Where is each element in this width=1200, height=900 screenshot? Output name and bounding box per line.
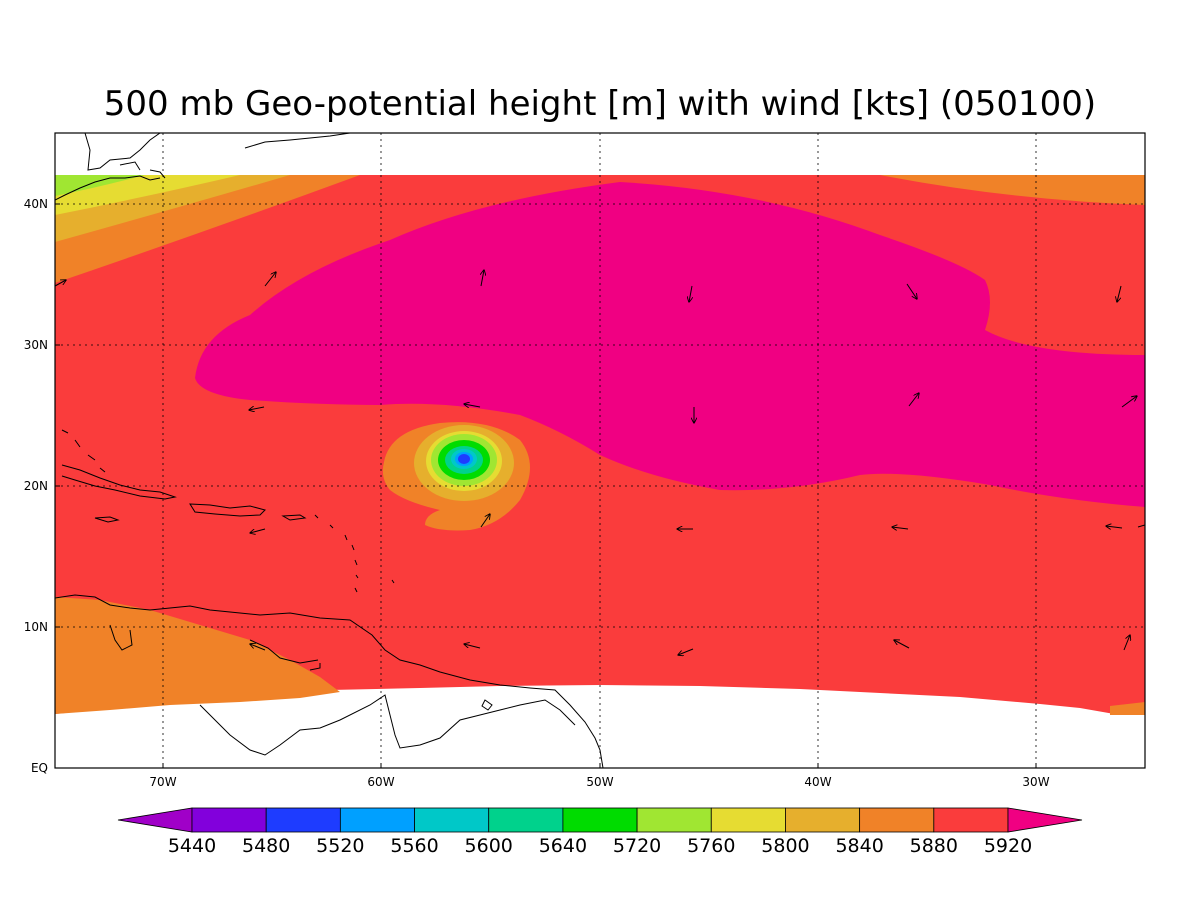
contour-5720	[55, 175, 145, 196]
lon-label-70w: 70W	[149, 775, 176, 789]
tick-marks	[55, 203, 1037, 768]
colorbar-label: 5840	[835, 835, 883, 857]
colorbar-label: 5800	[761, 835, 809, 857]
wind-arrow	[1106, 526, 1123, 528]
contour-5840-sw	[55, 597, 340, 714]
colorbar-swatch	[191, 807, 267, 833]
colorbar-label: 5440	[168, 835, 216, 857]
colorbar-swatch	[859, 807, 935, 833]
colorbar: 5440 5480 5520 5560 5600 5640 5720 5760 5800 5840…	[117, 807, 1083, 857]
colorbar-label: 5480	[242, 835, 290, 857]
coastline-hispaniola	[189, 503, 266, 517]
wind-arrow	[1137, 524, 1146, 528]
wind-arrow	[250, 528, 266, 533]
wind-arrow	[1117, 285, 1122, 302]
colorbar-label: 5880	[910, 835, 958, 857]
wind-arrow	[1121, 396, 1137, 408]
map-title: 500 mb Geo-potential height [m] with win…	[104, 84, 1096, 124]
wind-arrow	[906, 283, 917, 299]
wind-arrow	[892, 527, 909, 529]
wind-arrow	[480, 514, 490, 528]
lat-label-30n: 30N	[24, 338, 48, 352]
colorbar-label: 5600	[465, 835, 513, 857]
wind-arrow	[678, 648, 694, 655]
coastline-bahamas	[61, 429, 106, 473]
lat-label-40n: 40N	[24, 197, 48, 211]
wind-arrow	[264, 272, 276, 287]
lon-label-30w: 30W	[1022, 775, 1049, 789]
colorbar-swatch	[933, 807, 1009, 833]
coastline-puerto-rico	[281, 514, 307, 521]
lon-label-50w: 50W	[586, 775, 613, 789]
lon-label-40w: 40W	[804, 775, 831, 789]
coastline-guianas	[199, 694, 576, 756]
coastline-jamaica	[94, 516, 120, 523]
colorbar-label: 5760	[687, 835, 735, 857]
wind-arrow	[464, 644, 481, 649]
colorbar-label: 5920	[984, 835, 1032, 857]
wind-arrow	[689, 285, 692, 302]
colorbar-swatch	[488, 807, 564, 833]
contour-5840-ne	[880, 175, 1145, 205]
colorbar-swatch	[265, 807, 341, 833]
wind-arrow	[249, 407, 265, 410]
lat-label-eq: EQ	[31, 761, 48, 775]
colorbar-swatch	[562, 807, 638, 833]
contour-5840-se	[1110, 702, 1145, 715]
colorbar-swatch-max	[1007, 807, 1083, 833]
colorbar-label: 5720	[613, 835, 661, 857]
colorbar-label: 5640	[539, 835, 587, 857]
lon-axis: 70W 60W 50W 40W 30W	[149, 775, 1049, 789]
colorbar-swatch	[710, 807, 786, 833]
wind-vectors	[54, 270, 1146, 655]
colorbar-swatch-min	[117, 807, 193, 833]
coastline-south-america	[55, 594, 604, 768]
wind-arrow	[54, 280, 66, 287]
wind-arrow	[894, 640, 910, 649]
coastline-cuba	[61, 464, 177, 500]
coastline-lesser-antilles	[314, 514, 395, 593]
map-plot-area: 40N 30N 20N 10N EQ 70W 60W 50W 40W 30W	[24, 132, 1146, 789]
wind-arrow	[481, 270, 484, 287]
wind-arrow	[908, 393, 919, 407]
colorbar-label: 5520	[316, 835, 364, 857]
coastlines	[55, 133, 604, 768]
wind-arrow	[250, 644, 266, 651]
lon-label-60w: 60W	[367, 775, 394, 789]
colorbar-swatch	[636, 807, 712, 833]
grid	[55, 133, 1145, 768]
colorbar-label: 5560	[390, 835, 438, 857]
contour-5920	[195, 182, 1145, 507]
cyclone-core	[458, 454, 470, 464]
colorbar-swatch	[414, 807, 490, 833]
wind-arrow	[464, 404, 481, 407]
lat-label-20n: 20N	[24, 479, 48, 493]
coastline-north-america	[55, 133, 351, 201]
lat-axis: 40N 30N 20N 10N EQ	[24, 197, 48, 775]
colorbar-swatch	[339, 807, 415, 833]
lat-label-10n: 10N	[24, 620, 48, 634]
colorbar-swatch	[785, 807, 861, 833]
wind-arrow	[1123, 635, 1130, 651]
